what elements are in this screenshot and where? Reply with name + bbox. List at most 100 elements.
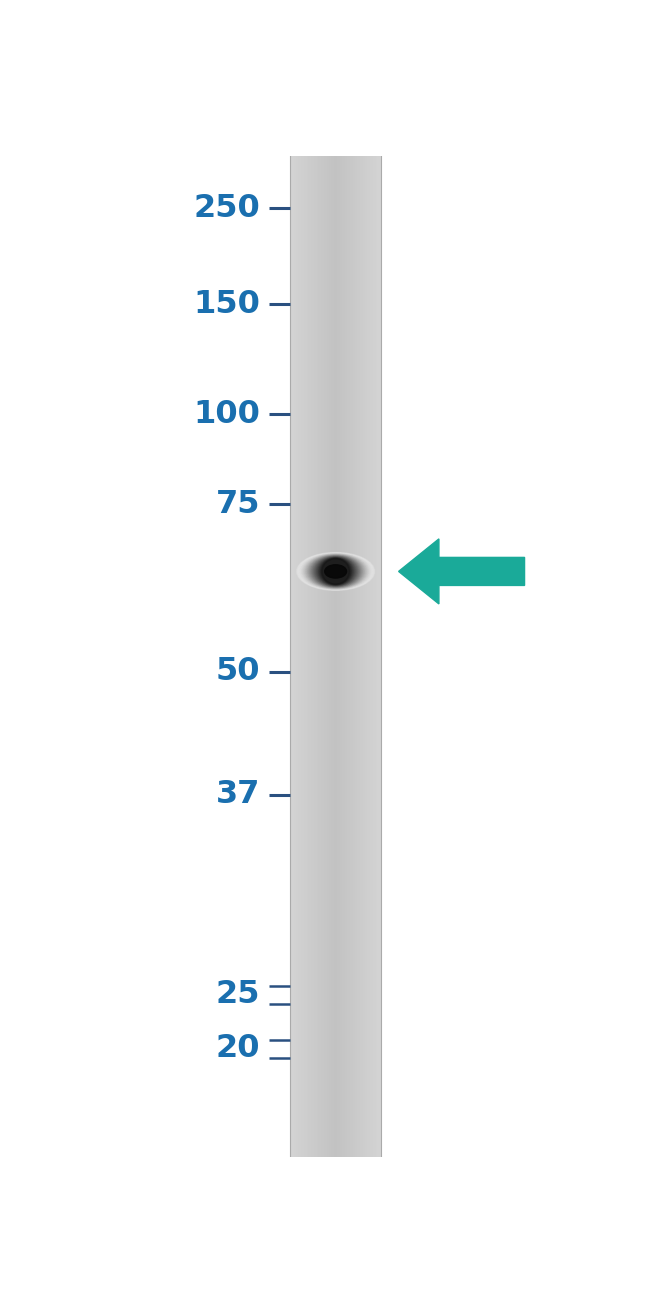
- Bar: [309, 156, 310, 1157]
- Bar: [296, 156, 298, 1157]
- Bar: [302, 156, 303, 1157]
- Bar: [324, 156, 325, 1157]
- Ellipse shape: [318, 558, 352, 585]
- Text: 150: 150: [193, 289, 260, 320]
- Text: 250: 250: [193, 192, 260, 224]
- Ellipse shape: [322, 559, 349, 584]
- Bar: [310, 156, 311, 1157]
- Bar: [292, 156, 293, 1157]
- Text: 25: 25: [216, 979, 260, 1010]
- Ellipse shape: [319, 558, 352, 585]
- Bar: [298, 156, 300, 1157]
- Ellipse shape: [298, 552, 372, 590]
- Bar: [320, 156, 321, 1157]
- Bar: [379, 156, 380, 1157]
- Bar: [351, 156, 352, 1157]
- Ellipse shape: [300, 554, 370, 589]
- Bar: [337, 156, 339, 1157]
- Ellipse shape: [311, 556, 359, 586]
- Bar: [293, 156, 294, 1157]
- Bar: [353, 156, 354, 1157]
- Bar: [317, 156, 318, 1157]
- Bar: [314, 156, 315, 1157]
- Bar: [318, 156, 319, 1157]
- Bar: [312, 156, 313, 1157]
- Bar: [306, 156, 307, 1157]
- Ellipse shape: [315, 558, 356, 586]
- Ellipse shape: [297, 552, 374, 590]
- Bar: [295, 156, 296, 1157]
- Bar: [315, 156, 316, 1157]
- Ellipse shape: [301, 554, 370, 589]
- Ellipse shape: [302, 554, 369, 589]
- Bar: [361, 156, 362, 1157]
- Bar: [358, 156, 359, 1157]
- Bar: [291, 156, 292, 1157]
- Ellipse shape: [309, 555, 362, 588]
- Ellipse shape: [320, 559, 350, 585]
- Bar: [350, 156, 351, 1157]
- Ellipse shape: [308, 555, 363, 588]
- Bar: [344, 156, 346, 1157]
- Ellipse shape: [312, 556, 359, 586]
- Bar: [378, 156, 379, 1157]
- Bar: [311, 156, 312, 1157]
- Bar: [367, 156, 369, 1157]
- Ellipse shape: [317, 558, 354, 585]
- Ellipse shape: [311, 556, 360, 586]
- Bar: [356, 156, 358, 1157]
- Bar: [333, 156, 334, 1157]
- Bar: [373, 156, 374, 1157]
- Bar: [346, 156, 348, 1157]
- Ellipse shape: [305, 555, 366, 589]
- Bar: [348, 156, 349, 1157]
- Ellipse shape: [325, 564, 346, 579]
- Bar: [355, 156, 356, 1157]
- Ellipse shape: [315, 556, 356, 586]
- Bar: [364, 156, 365, 1157]
- Bar: [301, 156, 302, 1157]
- Bar: [303, 156, 304, 1157]
- Bar: [326, 156, 328, 1157]
- Bar: [380, 156, 381, 1157]
- Ellipse shape: [316, 558, 355, 585]
- Ellipse shape: [304, 554, 367, 589]
- Ellipse shape: [307, 555, 363, 588]
- Bar: [300, 156, 301, 1157]
- Bar: [294, 156, 295, 1157]
- Ellipse shape: [310, 556, 361, 588]
- Ellipse shape: [303, 554, 368, 589]
- Bar: [371, 156, 372, 1157]
- Bar: [325, 156, 326, 1157]
- Ellipse shape: [299, 552, 372, 590]
- Bar: [319, 156, 320, 1157]
- Bar: [323, 156, 324, 1157]
- Bar: [349, 156, 350, 1157]
- Bar: [374, 156, 376, 1157]
- Text: 50: 50: [216, 656, 260, 686]
- Ellipse shape: [317, 558, 354, 585]
- Bar: [321, 156, 322, 1157]
- Bar: [362, 156, 363, 1157]
- Ellipse shape: [306, 555, 365, 588]
- Bar: [352, 156, 353, 1157]
- Ellipse shape: [307, 555, 364, 588]
- Ellipse shape: [304, 554, 367, 589]
- Bar: [339, 156, 340, 1157]
- Bar: [335, 156, 337, 1157]
- Bar: [372, 156, 373, 1157]
- Bar: [359, 156, 360, 1157]
- Ellipse shape: [298, 552, 373, 590]
- Bar: [376, 156, 378, 1157]
- Bar: [343, 156, 344, 1157]
- Ellipse shape: [320, 558, 351, 585]
- Ellipse shape: [296, 552, 374, 590]
- Bar: [304, 156, 305, 1157]
- Bar: [369, 156, 370, 1157]
- Bar: [363, 156, 364, 1157]
- Bar: [316, 156, 317, 1157]
- Bar: [342, 156, 343, 1157]
- Ellipse shape: [302, 554, 369, 589]
- Text: 37: 37: [216, 779, 260, 810]
- Text: 75: 75: [216, 489, 260, 520]
